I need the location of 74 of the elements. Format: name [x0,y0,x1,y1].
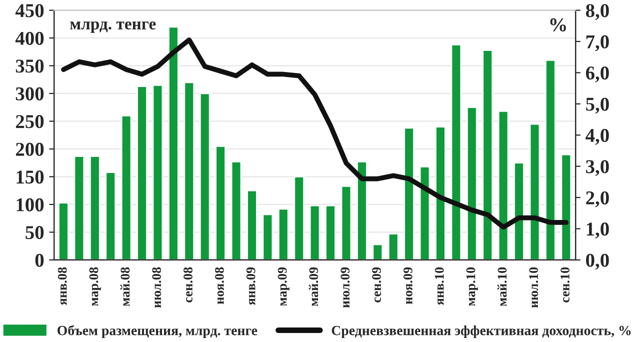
bar [356,161,368,260]
bar [340,185,352,260]
x-tick-label: янв.10 [434,267,444,306]
y-tick-label: 250 [16,115,44,128]
bar [482,50,494,260]
y2-tick-label: 8,0 [586,4,609,20]
bar [529,123,540,260]
bar [294,176,305,260]
bar [450,44,462,260]
bar [168,26,179,260]
y-tick-label: 50 [26,226,44,240]
y-tick-label: 100 [16,198,44,212]
x-tick-label: мар.10 [466,267,478,306]
y2-tick-label: 3,0 [586,160,609,176]
x-tick-label: мар.09 [278,267,290,306]
legend-label: Средневзвешенная эффективная доходность, % [332,325,631,338]
x-tick-label: июл.09 [340,267,350,308]
bar [74,155,85,260]
x-tick-label: июл.10 [529,267,538,308]
line-series [61,37,569,230]
bar [136,86,148,260]
x-tick-label: янв.09 [246,267,256,306]
bar [246,190,258,260]
bar [262,214,274,260]
y-tick-label: 0 [35,254,44,267]
y2-tick-label: 2,0 [586,191,609,208]
y-tick-label: 350 [16,60,44,73]
bar [388,233,399,260]
bar [58,202,69,260]
y-tick-label: 300 [16,87,44,100]
bar [372,244,384,260]
y2-tick-label: 4,0 [586,128,609,145]
x-tick-label: ноя.09 [403,267,412,304]
x-tick-label: сен.10 [560,267,570,302]
bar [325,204,336,260]
bar [89,155,100,260]
y-tick-label: 450 [15,4,44,18]
x-tick-label: июл.08 [152,267,162,308]
bar [435,126,446,260]
y-tick-label: 200 [16,142,44,156]
bar [419,166,430,260]
x-tick-label: май.09 [308,267,318,306]
x-tick-label: ноя.08 [214,267,224,304]
bar [199,92,210,260]
bar [152,84,164,260]
y2-tick-label: 0,0 [586,254,609,270]
legend-label: Объем размещения, млрд. тенге [58,325,258,338]
y2-tick-label: 6,0 [586,66,609,82]
bar [120,114,132,260]
bar [404,127,414,260]
bar [545,59,556,260]
x-tick-label: май.08 [120,267,130,306]
y-tick-label: 400 [15,32,44,45]
bar [498,110,509,260]
bar [278,208,289,260]
y-axis-title: млрд. тенге [70,21,156,33]
bar [560,154,572,260]
bar [215,145,226,260]
bar [309,204,320,260]
x-tick-label: сен.09 [372,267,382,302]
bar [105,172,116,260]
x-tick-label: мар.08 [89,267,101,306]
x-tick-label: сен.08 [184,267,193,302]
y-tick-label: 150 [16,170,44,184]
y2-tick-label: 5,0 [586,98,609,114]
y2-axis-title: % [550,18,566,32]
bar [466,106,478,260]
y2-tick-label: 7,0 [586,35,609,52]
x-tick-label: янв.08 [58,267,67,306]
bar [184,82,195,260]
y2-tick-label: 1,0 [586,222,609,238]
bar [230,161,242,260]
bar [514,162,524,260]
x-tick-label: май.10 [497,267,507,306]
